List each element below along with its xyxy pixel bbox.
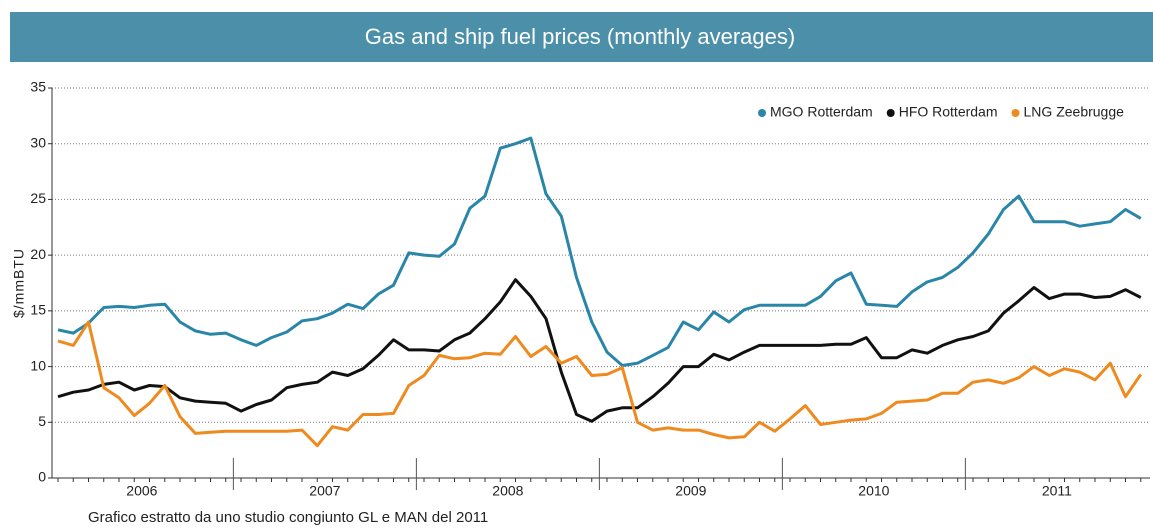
x-tick-label: 2010: [858, 483, 889, 499]
y-tick-label: 5: [38, 413, 46, 429]
title-bar: [10, 12, 1153, 62]
y-axis-label: $/mmBTU: [11, 248, 27, 318]
legend-label: LNG Zeebrugge: [1024, 104, 1125, 120]
y-tick-label: 0: [38, 469, 46, 485]
x-tick-label: 2008: [492, 483, 523, 499]
y-tick-label: 15: [30, 302, 46, 318]
y-tick-label: 20: [30, 246, 46, 262]
x-tick-label: 2009: [675, 483, 706, 499]
y-tick-label: 25: [30, 190, 46, 206]
y-tick-label: 10: [30, 357, 46, 373]
legend-marker: [758, 109, 766, 117]
series-line: [57, 320, 1143, 448]
legend-marker: [1011, 109, 1020, 117]
y-tick-label: 30: [30, 134, 46, 150]
chart-title: Gas and ship fuel prices (monthly averag…: [365, 24, 795, 49]
x-tick-label: 2011: [1042, 483, 1072, 499]
series-line: [57, 136, 1142, 367]
legend-label: HFO Rotterdam: [899, 104, 998, 120]
series-line: [57, 278, 1142, 423]
y-tick-label: 35: [30, 79, 46, 95]
legend-label: MGO Rotterdam: [770, 104, 873, 120]
x-tick-label: 2006: [126, 483, 157, 499]
x-tick-label: 2007: [309, 483, 340, 499]
legend-marker: [886, 109, 895, 117]
footnote: Grafico estratto da uno studio congiunto…: [88, 509, 488, 526]
